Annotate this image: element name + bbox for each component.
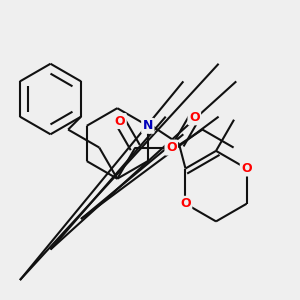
Text: O: O — [241, 162, 252, 175]
Text: O: O — [180, 197, 191, 210]
Text: O: O — [189, 111, 200, 124]
Text: O: O — [166, 141, 177, 154]
Text: O: O — [115, 115, 125, 128]
Text: N: N — [142, 119, 153, 132]
